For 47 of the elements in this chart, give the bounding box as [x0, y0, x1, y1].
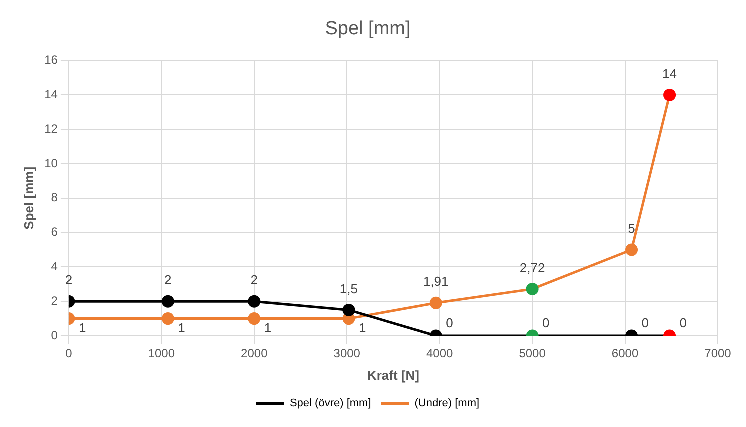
- point: [626, 244, 638, 256]
- x-tick-label: 4000: [426, 346, 454, 361]
- y-tick-label: 0: [51, 328, 58, 342]
- data-label: 1: [78, 320, 86, 336]
- y-tick-label: 8: [51, 190, 58, 205]
- x-tick-label: 2000: [241, 346, 268, 361]
- point: [664, 88, 676, 102]
- data-label: 1: [178, 320, 186, 336]
- x-tick-label: 0: [66, 346, 73, 361]
- data-label: 14: [662, 66, 678, 82]
- x-tick-label: 1000: [148, 346, 176, 361]
- data-label: 5: [628, 221, 636, 236]
- data-label: 1: [264, 320, 272, 336]
- point: [162, 312, 174, 326]
- x-tick-label: 6000: [612, 346, 639, 361]
- chart-title: Spel [mm]: [325, 18, 411, 40]
- point: [248, 295, 261, 308]
- data-label: 2: [164, 272, 172, 288]
- legend-label: Spel (övre) [mm]: [290, 398, 372, 410]
- data-label: 0: [446, 316, 454, 331]
- y-tick-label: 4: [51, 260, 58, 274]
- x-tick-label: 7000: [704, 346, 732, 361]
- data-label: 1,91: [423, 274, 449, 290]
- y-tick-label: 12: [44, 122, 58, 136]
- point: [526, 282, 539, 296]
- data-label: 0: [542, 316, 550, 331]
- y-tick-label: 2: [51, 294, 58, 308]
- data-label: 1: [358, 320, 366, 336]
- point: [430, 296, 442, 310]
- data-label: 2: [65, 272, 73, 288]
- y-tick-label: 6: [51, 225, 58, 240]
- data-label: 1,5: [340, 281, 358, 296]
- data-label: 0: [642, 316, 650, 331]
- data-label: 2,72: [520, 260, 546, 276]
- y-tick-label: 14: [44, 88, 58, 102]
- point: [342, 304, 356, 316]
- y-tick-label: 16: [44, 53, 58, 68]
- data-label: 0: [680, 316, 688, 331]
- point: [248, 312, 261, 326]
- x-axis-title: Kraft [N]: [367, 368, 420, 383]
- legend-label: (Undre) [mm]: [414, 398, 480, 410]
- data-label: 2: [250, 272, 258, 288]
- x-tick-label: 5000: [519, 346, 546, 361]
- y-axis-title: Spel [mm]: [21, 166, 36, 230]
- x-tick-label: 3000: [334, 346, 361, 361]
- point: [162, 295, 174, 308]
- y-tick-label: 10: [44, 156, 58, 170]
